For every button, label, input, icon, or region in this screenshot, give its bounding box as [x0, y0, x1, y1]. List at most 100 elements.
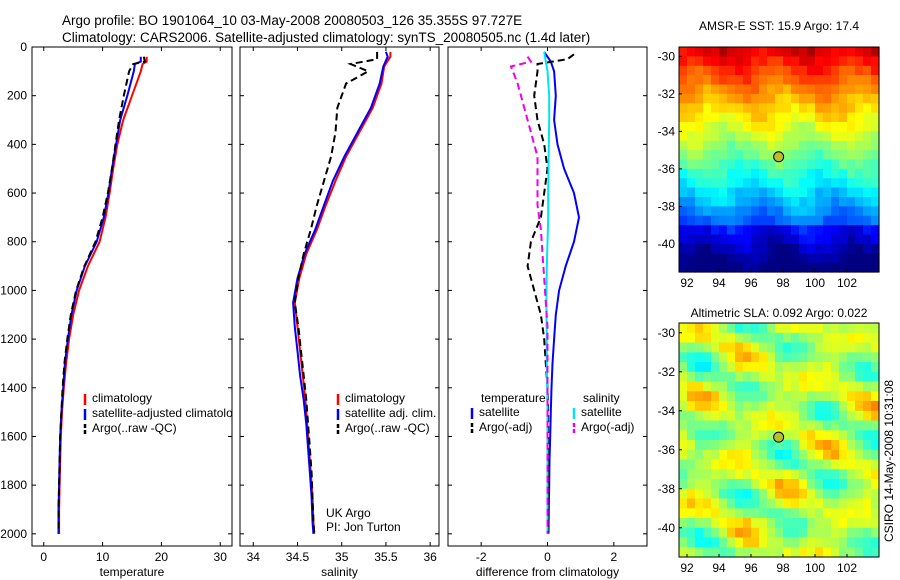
map-cell [871, 262, 880, 273]
map-cell [695, 342, 704, 353]
map-cell [783, 527, 792, 539]
map-cell [823, 234, 832, 245]
map-cell [855, 168, 864, 179]
map-cell [751, 225, 760, 236]
x-axis-label: temperature [100, 565, 165, 579]
map-cell [727, 440, 736, 451]
map-cell [871, 243, 880, 254]
map-cell [687, 498, 696, 509]
map-cell [719, 401, 728, 412]
map-cell [847, 131, 856, 142]
map-cell [847, 508, 856, 519]
y-tick-label: -38 [658, 199, 676, 213]
x-tick-label: 96 [744, 276, 758, 290]
map-cell [711, 206, 720, 217]
map-cell [687, 159, 696, 170]
map-cell [831, 430, 840, 441]
map-cell [735, 440, 744, 451]
map-cell [847, 93, 856, 104]
map-cell [783, 371, 792, 383]
y-tick-label: 1400 [0, 381, 27, 395]
map-cell [727, 75, 736, 86]
map-cell [807, 112, 816, 123]
map-cell [743, 122, 752, 132]
map-cell [871, 537, 880, 548]
map-cell [831, 401, 840, 412]
map-cell [751, 342, 760, 353]
map-cell [823, 84, 832, 95]
map-cell [775, 197, 784, 207]
map-cell [855, 440, 864, 451]
map-cell [703, 420, 712, 431]
map-cell [743, 215, 752, 226]
map-cell [703, 352, 712, 363]
map-cell [687, 518, 696, 529]
map-cell [687, 168, 696, 179]
map-cell [751, 371, 760, 383]
map-cell [743, 56, 752, 67]
map-cell [831, 243, 840, 254]
map-cell [863, 150, 872, 161]
map-cell [815, 488, 824, 500]
map-cell [695, 243, 704, 254]
map-cell [839, 469, 848, 480]
map-cell [799, 75, 808, 86]
map-cell [831, 225, 840, 236]
map-cell [727, 168, 736, 179]
argo-location-marker [773, 151, 785, 163]
map-cell [679, 178, 688, 189]
map-cell [719, 420, 728, 431]
map-cell [839, 253, 848, 264]
map-cell [719, 262, 728, 273]
map-cell [871, 56, 880, 67]
map-cell [767, 518, 776, 529]
map-cell [863, 243, 872, 254]
map-cell [695, 159, 704, 170]
map-cell [775, 518, 784, 529]
map-cell [847, 547, 856, 558]
map-cell [751, 381, 760, 392]
map-cell [799, 131, 808, 142]
map-cell [751, 430, 760, 441]
map-cell [759, 75, 768, 86]
map-cell [775, 332, 784, 344]
map-cell [695, 197, 704, 207]
map-cell [871, 122, 880, 132]
map-cell [871, 469, 880, 480]
map-cell [783, 332, 792, 344]
map-cell [799, 234, 808, 245]
map-cell [823, 537, 832, 548]
map-cell [847, 332, 856, 344]
map-cell [743, 342, 752, 353]
map-field-2 [679, 323, 880, 558]
map-cell [791, 187, 800, 198]
map-cell [711, 381, 720, 392]
y-tick-label: -30 [658, 49, 676, 63]
map-cell [719, 410, 728, 422]
map-cell [871, 47, 880, 57]
map-cell [751, 410, 760, 422]
map-cell [711, 262, 720, 273]
map-cell [799, 508, 808, 519]
map-cell [687, 140, 696, 151]
map-cell [823, 262, 832, 273]
map-cell [831, 362, 840, 373]
map-cell [783, 342, 792, 353]
map-cell [863, 430, 872, 441]
map-cell [839, 225, 848, 236]
map-cell [799, 103, 808, 114]
map-cell [719, 65, 728, 76]
map-cell [767, 75, 776, 86]
map-cell [863, 103, 872, 114]
map-cell [767, 498, 776, 509]
map-cell [679, 371, 688, 383]
map-cell [695, 131, 704, 142]
map-cell [823, 479, 832, 490]
map-cell [775, 178, 784, 189]
map-cell [799, 47, 808, 57]
map-cell [695, 187, 704, 198]
map-cell [839, 498, 848, 509]
map-cell [847, 391, 856, 402]
map-cell [751, 84, 760, 95]
